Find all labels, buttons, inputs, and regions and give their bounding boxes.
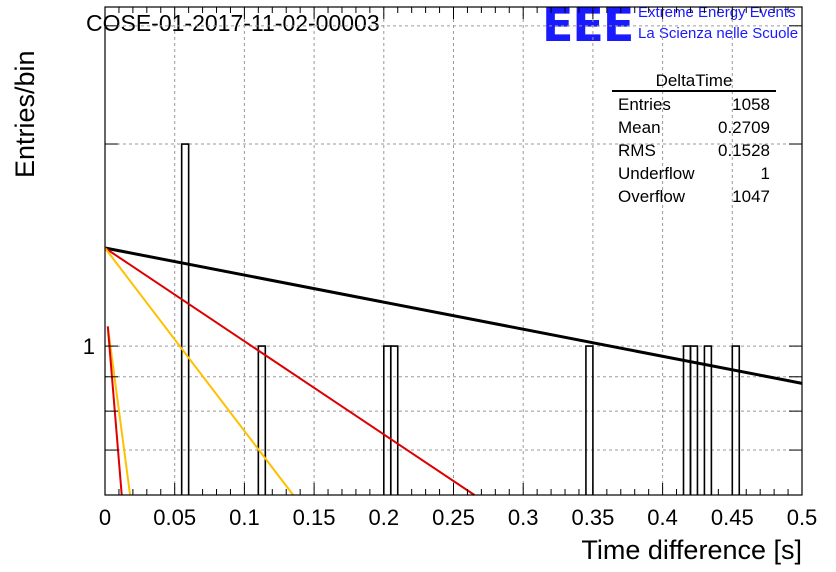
histogram-bar: [703, 345, 713, 495]
fit-line: [104, 247, 475, 496]
x-tick-label: 0.35: [571, 505, 614, 530]
y-axis-ticks: 1: [83, 25, 802, 451]
histogram-bar: [731, 345, 741, 495]
histogram-bar: [257, 345, 267, 495]
chart-title: COSE-01-2017-11-02-00003: [86, 10, 380, 36]
stats-row-value: 0.2709: [718, 118, 770, 137]
grid-lines: [105, 7, 802, 495]
stats-row-label: Entries: [618, 95, 671, 114]
x-tick-label: 0.2: [369, 505, 400, 530]
x-axis-ticks: 0 0.05 0.1 0.15 0.2 0.25 0.3 0.35 0.4 0.45 0.5: [99, 7, 817, 530]
stats-row-value: 1047: [732, 187, 770, 206]
x-tick-label: 0.3: [508, 505, 539, 530]
logo-line-1: Extreme Energy Events: [638, 4, 796, 21]
stats-row-value: 0.1528: [718, 141, 770, 160]
fit-line: [104, 246, 803, 385]
stats-row-label: RMS: [618, 141, 656, 160]
x-tick-label: 0.5: [787, 505, 818, 530]
histogram-bars: [180, 143, 741, 495]
x-tick-label: 0: [99, 505, 111, 530]
histogram-bar: [180, 143, 190, 495]
histogram-bar: [689, 345, 699, 495]
stats-row-label: Underflow: [618, 164, 695, 183]
fit-lines: [104, 246, 803, 496]
stats-row-label: Mean: [618, 118, 661, 137]
histogram-bar: [383, 345, 392, 495]
x-tick-label: 0.4: [647, 505, 678, 530]
histogram-bar: [389, 345, 399, 495]
stats-title: DeltaTime: [656, 71, 733, 90]
y-axis-label: Entries/bin: [10, 50, 40, 178]
x-tick-label: 0.1: [229, 505, 260, 530]
histogram-bar: [585, 345, 594, 495]
x-tick-label: 0.25: [432, 505, 475, 530]
x-axis-label: Time difference [s]: [581, 535, 802, 565]
x-tick-label: 0.15: [293, 505, 336, 530]
x-tick-label: 0.45: [711, 505, 754, 530]
logo-line-2: La Scienza nelle Scuole: [638, 25, 799, 42]
histogram-bar: [682, 345, 692, 495]
stats-box: DeltaTime Entries 1058 Mean 0.2709 RMS 0.1528…: [612, 71, 776, 206]
stats-row-label: Overflow: [618, 187, 686, 206]
fit-line: [104, 247, 294, 496]
fit-line: [106, 326, 132, 496]
stats-row-value: 1058: [732, 95, 770, 114]
x-tick-label: 0.05: [153, 505, 196, 530]
eee-logo: EEE: [542, 0, 634, 52]
stats-row-value: 1: [761, 164, 770, 183]
y-tick-label: 1: [83, 334, 95, 359]
